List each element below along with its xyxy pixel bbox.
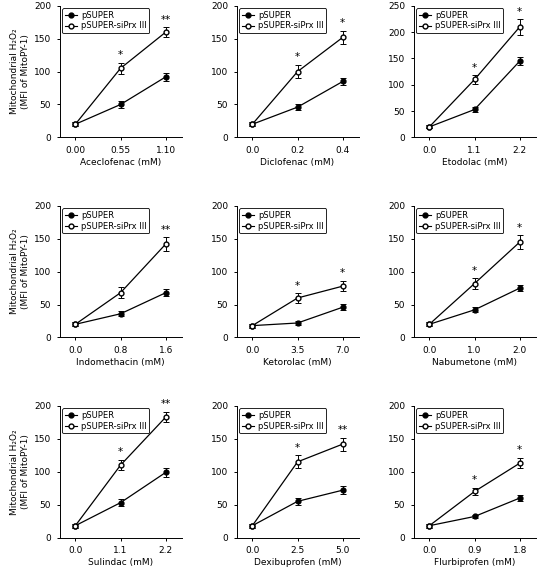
X-axis label: Dexibuprofen (mM): Dexibuprofen (mM) bbox=[254, 558, 341, 566]
Text: *: * bbox=[295, 281, 300, 291]
X-axis label: Flurbiprofen (mM): Flurbiprofen (mM) bbox=[434, 558, 515, 566]
Y-axis label: Mitochondrial H₂O₂
(MFI of MitoPY-1): Mitochondrial H₂O₂ (MFI of MitoPY-1) bbox=[10, 229, 30, 314]
Text: *: * bbox=[472, 475, 477, 485]
Legend: pSUPER, pSUPER-siPrx III: pSUPER, pSUPER-siPrx III bbox=[239, 208, 326, 234]
Text: *: * bbox=[517, 445, 522, 455]
Text: *: * bbox=[118, 447, 123, 457]
Text: *: * bbox=[118, 50, 123, 61]
X-axis label: Etodolac (mM): Etodolac (mM) bbox=[442, 158, 507, 166]
Text: *: * bbox=[517, 223, 522, 233]
Legend: pSUPER, pSUPER-siPrx III: pSUPER, pSUPER-siPrx III bbox=[239, 8, 326, 34]
Y-axis label: Mitochondrial H₂O₂
(MFI of MitoPY-1): Mitochondrial H₂O₂ (MFI of MitoPY-1) bbox=[10, 29, 30, 114]
X-axis label: Nabumetone (mM): Nabumetone (mM) bbox=[432, 358, 517, 366]
Legend: pSUPER, pSUPER-siPrx III: pSUPER, pSUPER-siPrx III bbox=[62, 409, 149, 434]
Text: **: ** bbox=[161, 15, 171, 25]
Legend: pSUPER, pSUPER-siPrx III: pSUPER, pSUPER-siPrx III bbox=[416, 8, 504, 34]
Text: *: * bbox=[472, 63, 477, 73]
Text: *: * bbox=[295, 53, 300, 62]
Text: *: * bbox=[340, 268, 345, 278]
Text: *: * bbox=[517, 7, 522, 17]
Legend: pSUPER, pSUPER-siPrx III: pSUPER, pSUPER-siPrx III bbox=[239, 409, 326, 434]
Text: *: * bbox=[472, 266, 477, 276]
Text: **: ** bbox=[161, 225, 171, 235]
Legend: pSUPER, pSUPER-siPrx III: pSUPER, pSUPER-siPrx III bbox=[416, 208, 504, 234]
Text: **: ** bbox=[338, 425, 348, 435]
X-axis label: Indomethacin (mM): Indomethacin (mM) bbox=[76, 358, 165, 366]
X-axis label: Diclofenac (mM): Diclofenac (mM) bbox=[260, 158, 335, 166]
Legend: pSUPER, pSUPER-siPrx III: pSUPER, pSUPER-siPrx III bbox=[62, 208, 149, 234]
Text: **: ** bbox=[161, 399, 171, 409]
Legend: pSUPER, pSUPER-siPrx III: pSUPER, pSUPER-siPrx III bbox=[416, 409, 504, 434]
Text: *: * bbox=[340, 18, 345, 28]
X-axis label: Aceclofenac (mM): Aceclofenac (mM) bbox=[80, 158, 161, 166]
Text: *: * bbox=[295, 443, 300, 453]
Legend: pSUPER, pSUPER-siPrx III: pSUPER, pSUPER-siPrx III bbox=[62, 8, 149, 34]
X-axis label: Sulindac (mM): Sulindac (mM) bbox=[88, 558, 153, 566]
Y-axis label: Mitochondrial H₂O₂
(MFI of MitoPY-1): Mitochondrial H₂O₂ (MFI of MitoPY-1) bbox=[10, 429, 30, 514]
X-axis label: Ketorolac (mM): Ketorolac (mM) bbox=[263, 358, 332, 366]
